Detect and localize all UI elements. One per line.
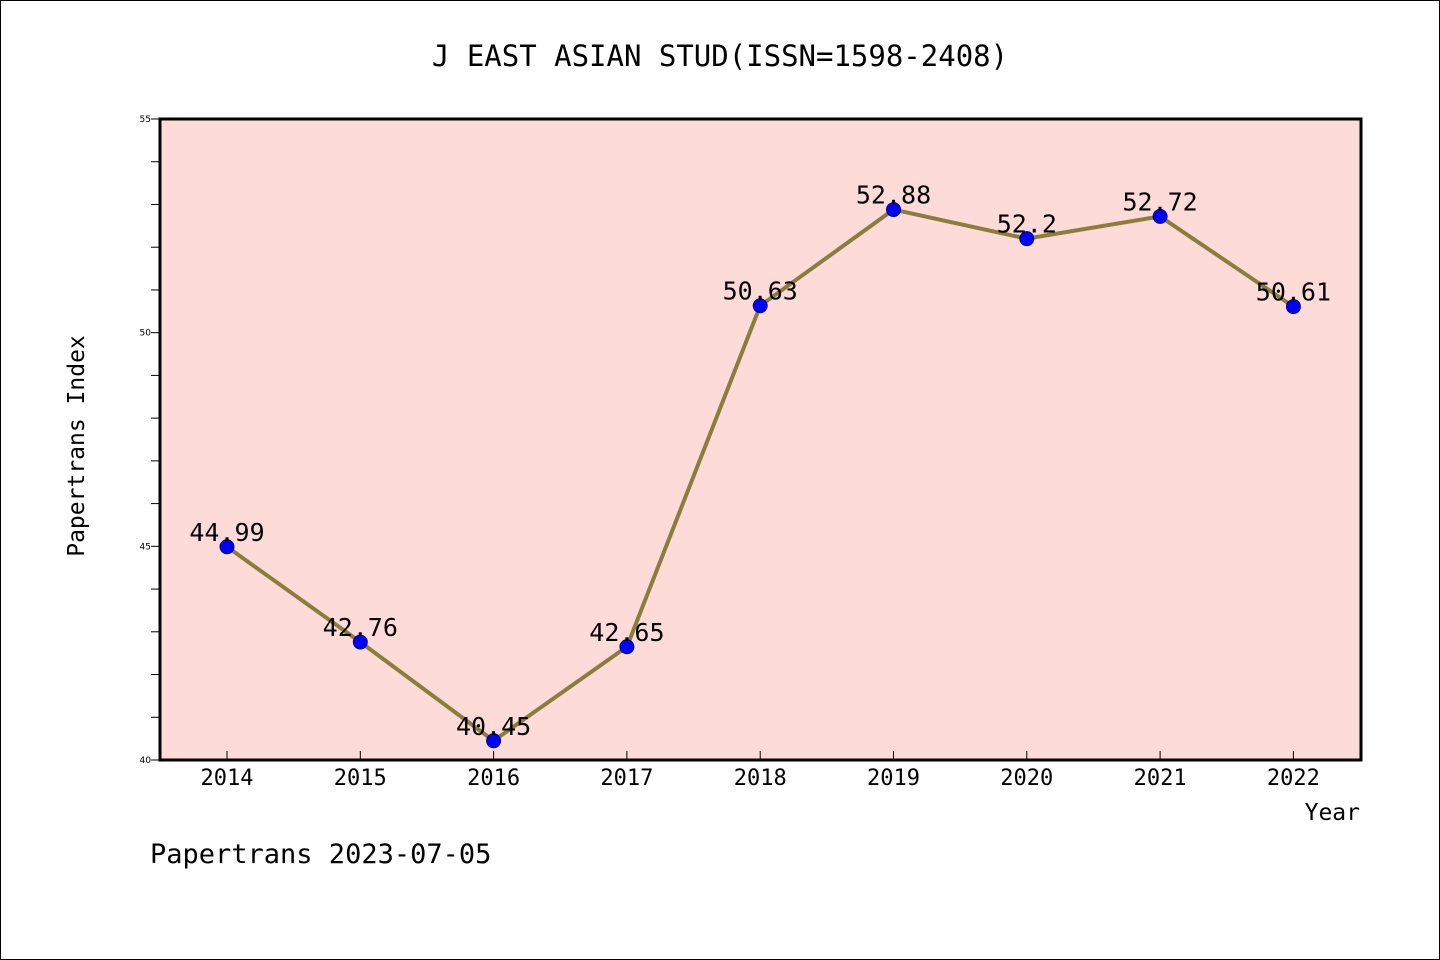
y-tick-label: 45 [140,542,151,552]
data-labels: 44.99 42.76 40.45 42.65 50.63 52.88 52.2 52.72 5… [189,181,1331,741]
x-axis-label: Year [1305,800,1360,826]
x-tick-label: 2020 [1000,766,1053,791]
x-tick-label: 2016 [467,766,520,791]
data-point-circle-icon [886,202,901,218]
data-point-circle-icon [486,733,502,749]
y-axis: 40 45 50 55 [140,115,160,766]
y-tick-label: 55 [140,115,151,125]
x-tick-label: 2014 [201,766,254,791]
data-label: 42.76 [323,613,398,642]
data-point-circle-icon [1019,231,1035,247]
data-label: 52.2 [997,210,1057,239]
data-label: 42.65 [589,618,664,647]
data-label: 44.99 [189,518,264,547]
data-points [219,202,1301,749]
y-tick-label: 50 [140,329,152,339]
y-tick-label: 40 [140,756,152,766]
data-point-circle-icon [1285,299,1301,315]
x-tick-label: 2022 [1267,766,1320,791]
x-tick-label: 2018 [734,766,787,791]
x-tick-label: 2021 [1134,766,1187,791]
data-point-circle-icon [1152,208,1168,224]
plot-area [160,119,1361,760]
plot-border [158,117,1363,762]
data-point-circle-icon [219,539,235,555]
data-point-circle-icon [752,298,768,314]
data-label: 50.61 [1256,278,1331,307]
data-label: 40.45 [456,712,531,741]
x-axis: 2014 2015 2016 2017 2018 2019 2020 2021 2022 [201,751,1320,791]
footer-date: Papertrans 2023-07-05 [150,839,491,870]
data-label: 50.63 [723,277,798,306]
x-tick-label: 2019 [867,766,920,791]
y-axis-label: Papertrans Index [64,335,90,557]
chart-title: J EAST ASIAN STUD(ISSN=1598-2408) [432,39,1008,73]
x-tick-label: 2017 [600,766,653,791]
data-label: 52.88 [856,181,931,210]
data-point-circle-icon [352,634,368,650]
data-point-circle-icon [619,639,635,655]
data-label: 52.72 [1122,187,1197,216]
x-tick-label: 2015 [334,766,387,791]
